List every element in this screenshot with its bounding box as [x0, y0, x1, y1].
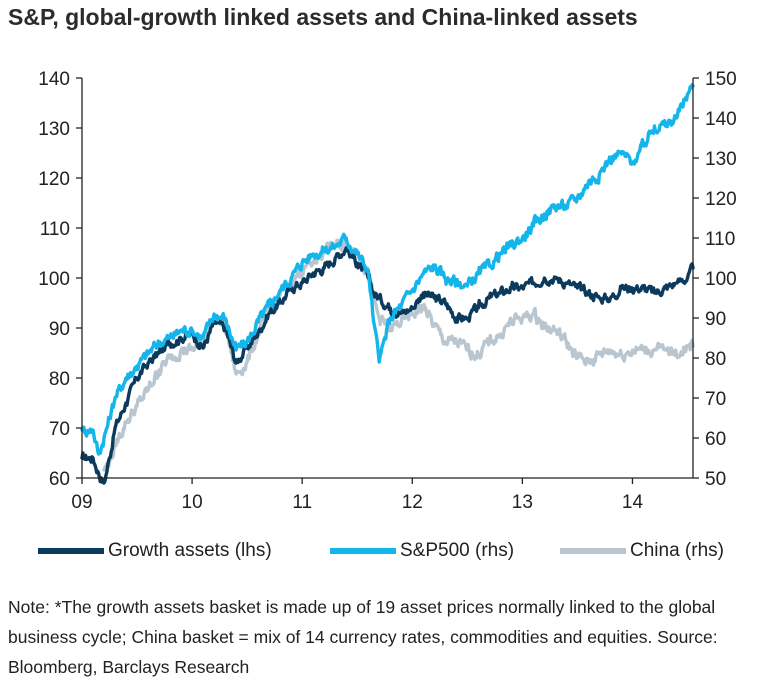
y-left-tick-label: 110	[40, 219, 70, 240]
y-left-tick-label: 60	[49, 469, 70, 490]
legend-label-sp500: S&P500 (rhs)	[400, 540, 515, 561]
x-tick-label: 12	[402, 492, 423, 513]
y-left-tick-label: 90	[49, 319, 70, 340]
y-right-tick-label: 110	[705, 229, 735, 250]
y-right-tick-label: 60	[705, 429, 726, 450]
y-right-tick-label: 90	[705, 309, 726, 330]
series-layer	[80, 83, 695, 485]
legend-item-sp500: S&P500 (rhs)	[330, 540, 514, 562]
y-right-tick-label: 100	[705, 269, 737, 290]
legend-label-china: China (rhs)	[630, 540, 724, 561]
chart-canvas: 60 70 80 90 100 110 120 130 140 50 60 70 80 90 100 110 1…	[38, 69, 736, 513]
y-right-tick-label: 150	[705, 69, 737, 90]
y-left-tick-label: 80	[49, 369, 70, 390]
series-line-china	[102, 238, 695, 472]
legend-swatch-growth	[38, 548, 104, 554]
y-right-tick-label: 130	[705, 149, 737, 170]
axis-layer: 60 70 80 90 100 110 120 130 140 50 60 70 80 90 100 110 1…	[38, 69, 736, 513]
x-tick-label: 09	[71, 492, 92, 513]
y-left-tick-label: 130	[38, 119, 70, 140]
y-right-tick-label: 80	[705, 349, 726, 370]
y-right-tick-label: 50	[705, 469, 726, 490]
legend-label-growth: Growth assets (lhs)	[108, 540, 272, 561]
y-left-tick-label: 120	[38, 169, 70, 190]
y-left-tick-label: 140	[38, 69, 70, 90]
legend-item-china: China (rhs)	[560, 540, 724, 562]
legend-swatch-sp500	[330, 548, 396, 554]
x-tick-label: 11	[292, 492, 312, 513]
y-right-tick-label: 120	[705, 189, 737, 210]
y-right-tick-label: 70	[705, 389, 726, 410]
y-left-tick-label: 70	[49, 419, 70, 440]
x-tick-label: 10	[182, 492, 203, 513]
series-line-growth	[80, 246, 695, 485]
legend-swatch-china	[560, 548, 626, 554]
x-tick-label: 14	[622, 492, 644, 513]
legend-item-growth: Growth assets (lhs)	[38, 540, 272, 562]
y-left-tick-label: 100	[38, 269, 70, 290]
chart-title: S&P, global-growth linked assets and Chi…	[8, 4, 638, 30]
footnote: Note: *The growth assets basket is made …	[8, 597, 718, 677]
y-right-tick-label: 140	[705, 109, 737, 130]
series-line-sp500	[80, 83, 695, 456]
x-tick-label: 13	[512, 492, 533, 513]
